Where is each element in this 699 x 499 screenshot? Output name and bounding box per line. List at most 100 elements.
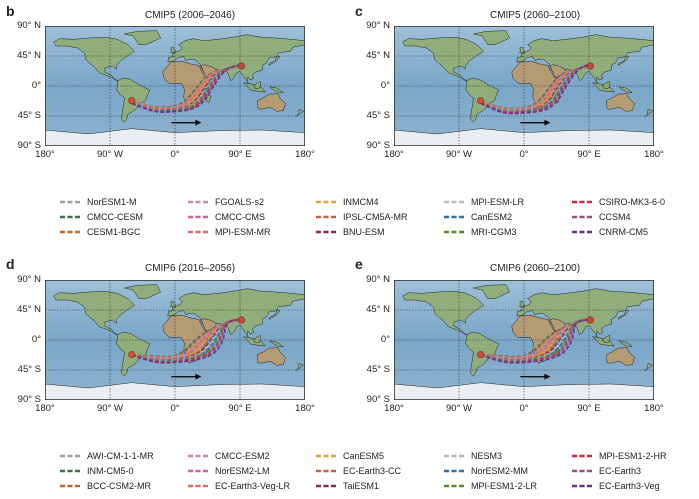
legend-item: FGOALS-s2: [188, 197, 264, 207]
lon-tick-label: 180°: [644, 149, 664, 160]
legend-item: BNU-ESM: [316, 227, 385, 237]
lat-tick-label: 90° N: [366, 20, 390, 31]
map-frame: [394, 280, 655, 400]
legend-label: CMCC-ESM2: [215, 451, 270, 461]
panel-title-b: CMIP5 (2006–2046): [144, 10, 236, 21]
lat-tick-label: 90° S: [17, 394, 41, 405]
legend-swatch-icon: [188, 230, 210, 234]
legend-label: MPI-ESM1-2-LR: [471, 481, 538, 491]
legend-item: BCC-CSM2-MR: [60, 481, 151, 491]
lon-tick-label: 90° W: [97, 403, 123, 414]
legend-label: EC-Earth3: [599, 466, 642, 476]
lat-tick-label: 90° S: [17, 140, 41, 151]
legend-item: EC-Earth3-Veg-LR: [188, 481, 290, 491]
land-eurasia: [516, 288, 655, 339]
land-arabia: [549, 64, 566, 78]
legend-label: CNRM-CM5: [599, 227, 648, 237]
end-point: [237, 62, 245, 70]
map-panel-c: [393, 26, 655, 147]
land-greenland: [124, 284, 161, 299]
legend-label: NorESM1-M: [87, 197, 137, 207]
trajectory-line: [480, 65, 592, 110]
land-eurasia: [516, 34, 655, 85]
legend-label: CESM1-BGC: [87, 227, 141, 237]
legend-item: MPI-ESM-LR: [444, 197, 524, 207]
legend-item: NorESM2-LM: [188, 466, 270, 476]
legend-label: INM-CM5-0: [87, 466, 134, 476]
lon-tick-label: 0°: [170, 403, 180, 414]
legend-item: EC-Earth3-Veg: [572, 481, 660, 491]
legend-label: MPI-ESM-MR: [215, 227, 271, 237]
legend-label: INMCM4: [343, 197, 379, 207]
land-japan: [268, 55, 281, 66]
legend-swatch-icon: [188, 484, 210, 488]
legend-swatch-icon: [188, 200, 210, 204]
land-greenland: [124, 30, 161, 45]
legend-label: NorESM2-LM: [215, 466, 270, 476]
legend-swatch-icon: [188, 215, 210, 219]
trajectory-line: [131, 65, 243, 109]
start-point: [128, 97, 136, 105]
legend-label: CSIRO-MK3-6-0: [599, 197, 666, 207]
map-svg-e: [393, 280, 655, 401]
lon-tick-label: 90° E: [577, 149, 601, 160]
lon-tick-label: 180°: [295, 403, 315, 414]
land-japan: [268, 309, 281, 320]
legend-swatch-icon: [572, 230, 594, 234]
lon-tick-label: 180°: [644, 403, 664, 414]
legend-label: AWI-CM-1-1-MR: [87, 451, 154, 461]
lat-tick-label: 45° S: [17, 364, 41, 375]
lon-tick-label: 90° E: [577, 403, 601, 414]
panel-title-c: CMIP5 (2060–2100): [489, 10, 581, 21]
legend-swatch-icon: [444, 469, 466, 473]
end-point: [586, 62, 594, 70]
land-newGuinea: [268, 340, 284, 347]
trajectory-line: [131, 64, 243, 110]
legend-swatch-icon: [188, 454, 210, 458]
legend-item: NorESM1-M: [60, 197, 137, 207]
legend-label: EC-Earth3-Veg: [599, 481, 660, 491]
legend-label: BNU-ESM: [343, 227, 385, 237]
lon-tick-label: 90° E: [228, 149, 252, 160]
arrow-head-icon: [195, 119, 202, 126]
legend-swatch-icon: [60, 469, 82, 473]
lat-tick-label: 0°: [31, 334, 41, 345]
legend-item: INM-CM5-0: [60, 466, 134, 476]
land-borneo: [602, 334, 611, 343]
legend-label: FGOALS-s2: [215, 197, 265, 207]
legend-item: CMCC-CMS: [188, 212, 265, 222]
lat-tick-label: 90° N: [366, 274, 390, 285]
legend-label: EC-Earth3-Veg-LR: [215, 481, 291, 491]
trajectory-line: [480, 64, 592, 115]
legend-label: MPI-ESM-LR: [471, 197, 525, 207]
legend-item: NESM3: [444, 451, 502, 461]
legend-swatch-icon: [444, 215, 466, 219]
panel-title-e: CMIP6 (2060–2100): [489, 263, 581, 274]
legend-item: CCSM4: [572, 212, 631, 222]
lon-tick-label: 180°: [35, 403, 55, 414]
legend-swatch-icon: [572, 454, 594, 458]
lat-tick-label: 90° N: [17, 20, 41, 31]
legend-swatch-icon: [60, 484, 82, 488]
land-greenland: [473, 284, 510, 299]
legend-label: TaiESM1: [343, 481, 380, 491]
arrow-head-icon: [544, 373, 551, 380]
legend-label: MPI-ESM1-2-HR: [599, 451, 667, 461]
legend-item: CanESM2: [444, 212, 512, 222]
legend-swatch-icon: [444, 454, 466, 458]
lon-tick-label: 90° W: [446, 149, 472, 160]
lon-tick-label: 180°: [295, 149, 315, 160]
lat-tick-label: 45° S: [366, 364, 390, 375]
panel-title-d: CMIP6 (2016–2056): [144, 263, 236, 274]
lon-tick-label: 180°: [384, 149, 404, 160]
panel-letter-e: e: [355, 256, 363, 272]
trajectory-line: [131, 65, 243, 108]
legend-swatch-icon: [444, 230, 466, 234]
legend-item: EC-Earth3: [572, 466, 641, 476]
land-nz: [295, 362, 305, 371]
map-svg-c: [393, 26, 655, 147]
lon-tick-label: 90° W: [446, 403, 472, 414]
map-panel-e: [393, 280, 655, 401]
legend-label: NorESM2-MM: [471, 466, 529, 476]
end-point: [237, 316, 245, 324]
